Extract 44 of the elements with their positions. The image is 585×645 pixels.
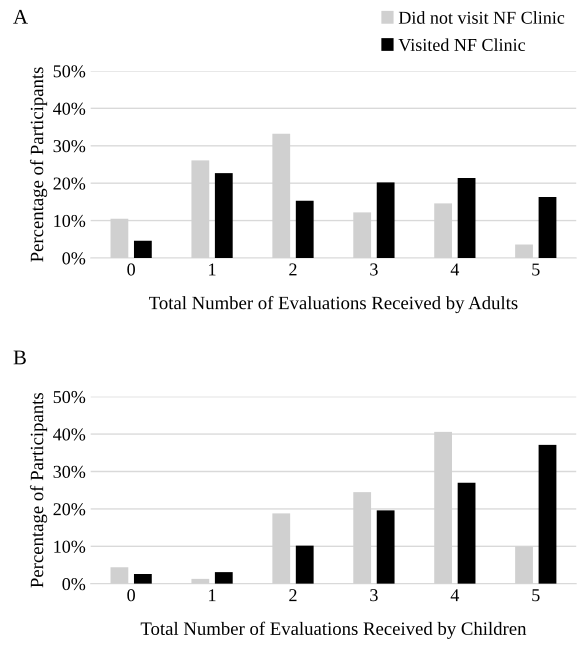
bar — [296, 546, 314, 584]
x-tick-label: 5 — [532, 264, 540, 276]
x-tick-label: 3 — [370, 263, 378, 276]
x-axis-title: Total Number of Evaluations Received by Adults — [149, 296, 518, 314]
y-tick-label: 50% — [54, 390, 86, 404]
bar — [538, 444, 556, 584]
y-axis-title: Percentage of Participants — [30, 67, 48, 262]
bar — [458, 482, 476, 584]
bar — [214, 173, 233, 258]
y-tick-label: 10% — [54, 540, 86, 553]
x-tick-label: 0 — [127, 589, 135, 602]
y-tick-label: 30% — [54, 140, 86, 152]
bar — [458, 178, 476, 258]
bar — [214, 572, 233, 584]
chart-title: A — [13, 10, 28, 24]
x-axis-title: Total Number of Evaluations Received by Children — [140, 622, 526, 639]
x-tick-label: 3 — [370, 589, 378, 602]
bar — [376, 182, 395, 258]
y-tick-label: 40% — [53, 102, 86, 115]
x-tick-label: 1 — [209, 263, 216, 276]
x-tick-label: 1 — [209, 589, 216, 602]
y-tick-label: 30% — [54, 466, 86, 478]
y-tick-label: 0% — [62, 578, 86, 590]
x-tick-label: 2 — [289, 263, 297, 276]
chart-title: B — [14, 350, 26, 364]
bar — [134, 574, 152, 584]
y-tick-label: 50% — [54, 65, 86, 78]
bar — [134, 240, 152, 258]
bar — [296, 200, 314, 258]
legend-label: Did not visit NF Clinic — [398, 11, 564, 24]
y-tick-label: 20% — [54, 177, 86, 190]
bar — [538, 197, 556, 258]
y-tick-label: 10% — [54, 214, 86, 228]
y-tick-label: 20% — [54, 503, 86, 516]
x-tick-label: 5 — [532, 589, 540, 602]
bar — [376, 510, 395, 584]
y-tick-label: 40% — [53, 428, 86, 441]
y-tick-label: 0% — [62, 252, 86, 264]
legend-label: Visited NF Clinic — [398, 38, 526, 52]
x-tick-label: 2 — [289, 589, 297, 602]
y-axis-title: Percentage of Participants — [30, 393, 48, 588]
x-tick-label: 4 — [450, 264, 460, 276]
x-tick-label: 0 — [127, 263, 135, 276]
x-tick-label: 4 — [450, 589, 460, 602]
